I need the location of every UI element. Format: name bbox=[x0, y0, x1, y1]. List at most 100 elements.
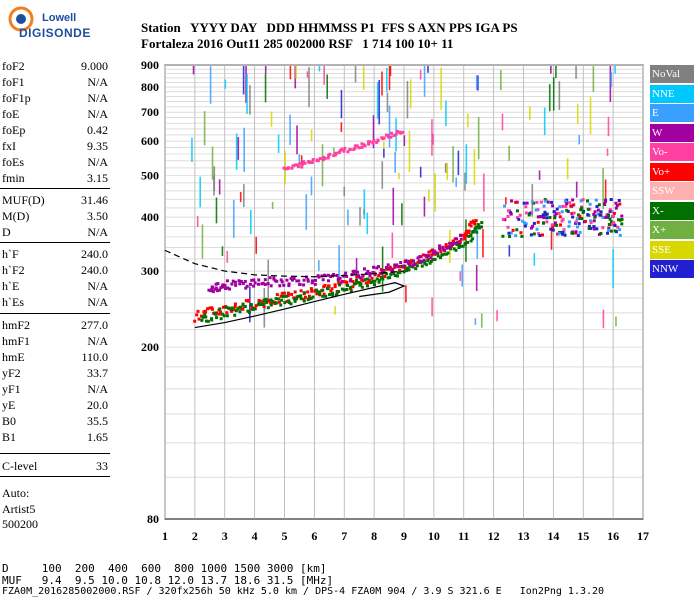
param-key: foF2 bbox=[2, 59, 25, 73]
echo-point bbox=[329, 274, 333, 278]
echo-point bbox=[509, 231, 513, 235]
echo-point bbox=[589, 221, 593, 225]
echo-point bbox=[399, 261, 403, 265]
echo-point bbox=[303, 161, 307, 165]
echo-point bbox=[371, 271, 375, 275]
echo-point bbox=[445, 246, 449, 250]
echo-point bbox=[272, 277, 276, 281]
echo-point bbox=[303, 295, 307, 299]
echo-point bbox=[560, 219, 564, 223]
param-row: h`F 240.0 bbox=[2, 247, 108, 263]
param-key: h`Es bbox=[2, 295, 24, 309]
echo-point bbox=[463, 232, 467, 236]
echo-point bbox=[564, 204, 568, 208]
echo-point bbox=[571, 231, 575, 235]
echo-point bbox=[620, 222, 624, 226]
echo-point bbox=[551, 228, 555, 232]
separator bbox=[0, 188, 110, 189]
echo-point bbox=[558, 223, 562, 227]
echo-point bbox=[237, 279, 241, 283]
param-key: foF1 bbox=[2, 75, 25, 89]
echo-point bbox=[298, 283, 302, 287]
echo-point bbox=[609, 197, 613, 201]
x-tick-label: 12 bbox=[488, 529, 500, 543]
echo-point bbox=[324, 294, 328, 298]
echo-point bbox=[230, 309, 234, 313]
y-tick-label: 600 bbox=[141, 134, 159, 148]
echo-point bbox=[368, 274, 372, 278]
echo-point bbox=[376, 265, 380, 269]
echo-point bbox=[534, 208, 538, 212]
echo-point bbox=[355, 275, 359, 279]
echo-point bbox=[511, 228, 515, 232]
echo-point bbox=[609, 222, 613, 226]
echo-point bbox=[604, 199, 608, 203]
echo-point bbox=[393, 274, 397, 278]
echo-point bbox=[244, 299, 248, 303]
param-value: N/A bbox=[87, 75, 108, 89]
echo-point bbox=[362, 267, 366, 271]
echo-point bbox=[223, 283, 227, 287]
param-value: N/A bbox=[87, 107, 108, 121]
echo-point bbox=[261, 281, 265, 285]
param-value: N/A bbox=[87, 334, 108, 348]
echo-point bbox=[433, 249, 437, 253]
echo-point bbox=[193, 319, 197, 323]
echo-point bbox=[555, 207, 559, 211]
y-tick-label: 300 bbox=[141, 264, 159, 278]
param-row: yE 20.0 bbox=[2, 398, 108, 414]
param-value: N/A bbox=[87, 155, 108, 169]
echo-point bbox=[348, 148, 352, 152]
echo-point bbox=[314, 288, 318, 292]
echo-point bbox=[572, 203, 576, 207]
echo-point bbox=[589, 219, 593, 223]
echo-point bbox=[323, 156, 327, 160]
echo-point bbox=[241, 303, 245, 307]
x-tick-label: 4 bbox=[252, 529, 258, 543]
echo-point bbox=[337, 290, 341, 294]
echo-point bbox=[335, 291, 339, 295]
param-value: N/A bbox=[87, 295, 108, 309]
echo-point bbox=[459, 237, 463, 241]
echo-point bbox=[543, 198, 547, 202]
param-key: hmF2 bbox=[2, 318, 31, 332]
echo-point bbox=[562, 228, 566, 232]
echo-point bbox=[515, 228, 519, 232]
x-tick-label: 16 bbox=[607, 529, 619, 543]
echo-point bbox=[343, 288, 347, 292]
echo-point bbox=[287, 166, 291, 170]
echo-point bbox=[308, 160, 312, 164]
param-row: foF1p N/A bbox=[2, 91, 108, 107]
echo-point bbox=[553, 221, 557, 225]
param-value: N/A bbox=[87, 279, 108, 293]
echo-point bbox=[614, 201, 618, 205]
footer-file-info: FZA0M_2016285002000.RSF / 320fx256h 50 k… bbox=[2, 586, 605, 597]
echo-point bbox=[340, 147, 344, 151]
echo-point bbox=[598, 213, 602, 217]
legend-item: E bbox=[650, 104, 694, 122]
echo-point bbox=[220, 312, 224, 316]
echo-point bbox=[323, 274, 327, 278]
echo-point bbox=[448, 241, 452, 245]
echo-point bbox=[588, 202, 592, 206]
echo-point bbox=[224, 305, 228, 309]
echo-point bbox=[530, 200, 534, 204]
echo-point bbox=[310, 281, 314, 285]
echo-point bbox=[443, 248, 447, 252]
echo-point bbox=[197, 317, 201, 321]
echo-point bbox=[368, 278, 372, 282]
echo-point bbox=[206, 319, 210, 323]
echo-point bbox=[607, 223, 611, 227]
echo-point bbox=[361, 274, 365, 278]
separator bbox=[0, 476, 110, 477]
param-row: h`F2 240.0 bbox=[2, 263, 108, 279]
echo-point bbox=[592, 227, 596, 231]
echo-point bbox=[423, 261, 427, 265]
y-tick-label: 800 bbox=[141, 80, 159, 94]
echo-point bbox=[606, 231, 610, 235]
echo-point bbox=[554, 212, 558, 216]
echo-point bbox=[264, 297, 268, 301]
echo-point bbox=[238, 282, 242, 286]
echo-point bbox=[438, 256, 442, 260]
echo-point bbox=[306, 279, 310, 283]
